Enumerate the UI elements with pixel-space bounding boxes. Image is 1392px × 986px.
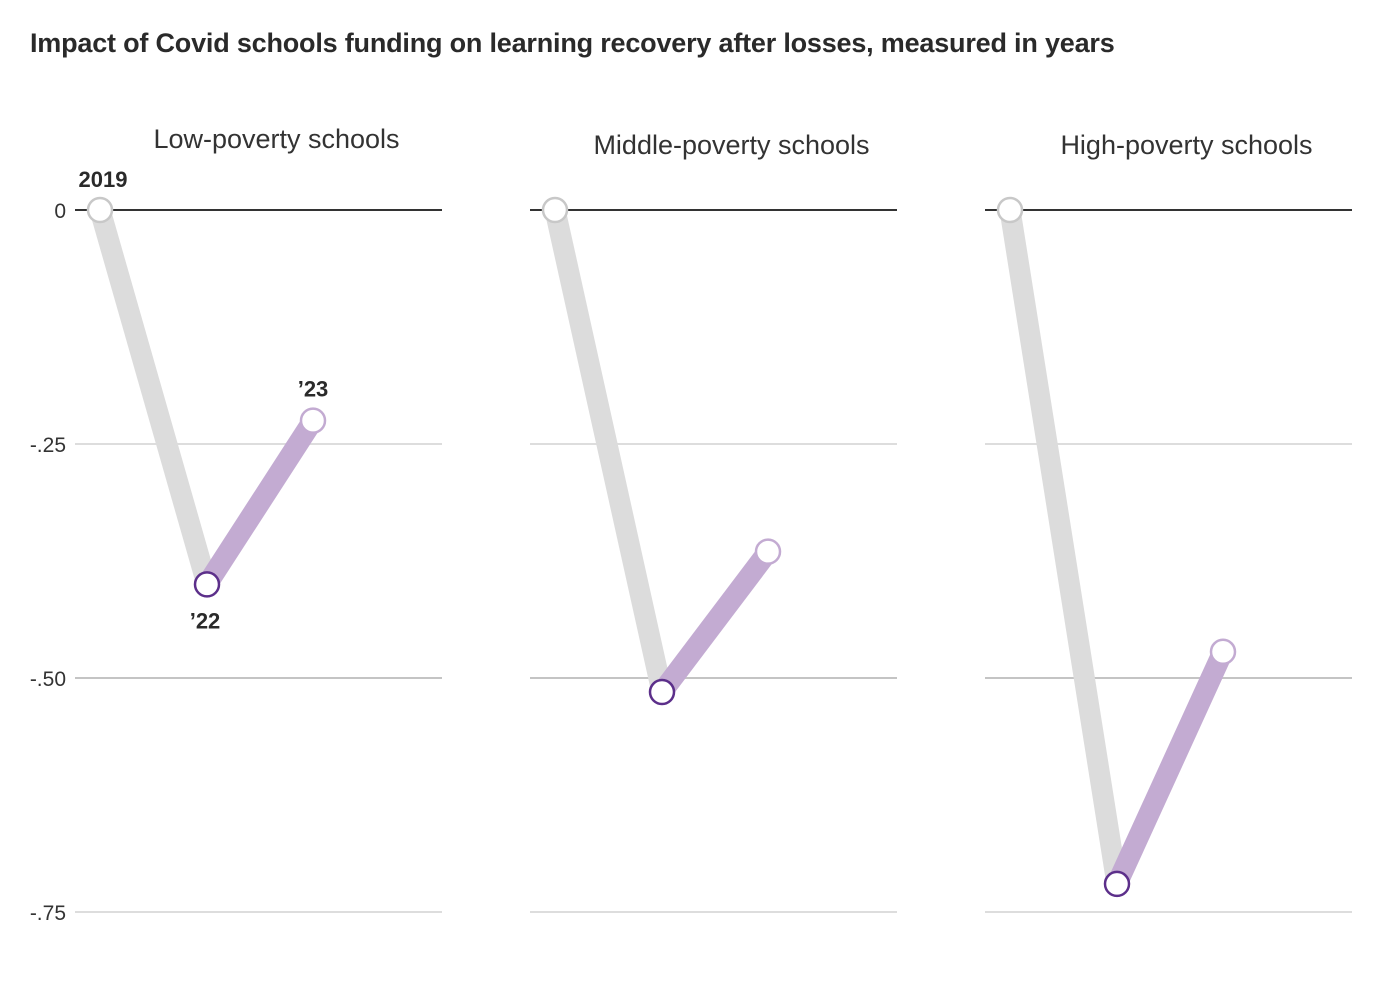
point-2019: [541, 196, 569, 224]
point-2019: [996, 196, 1024, 224]
y-tick-label: -.75: [30, 902, 66, 925]
y-tick-label: -.50: [30, 668, 66, 691]
panel-3: High-poverty schools: [985, 130, 1352, 913]
panel-title: Middle-poverty schools: [593, 130, 869, 160]
panel-title: High-poverty schools: [1060, 130, 1312, 160]
year-label-22: ’22: [190, 608, 221, 633]
point-2023: [299, 407, 327, 434]
point-2019: [86, 196, 114, 224]
point-2022: [648, 678, 676, 706]
point-2023: [754, 538, 782, 565]
year-label-23: ’23: [298, 377, 329, 402]
recovery-segment: [198, 414, 322, 591]
y-tick-label: -.25: [30, 434, 66, 457]
decline-segment: [999, 208, 1128, 886]
point-2023: [1209, 638, 1237, 666]
y-axis: 0 -.25 -.50 -.75: [30, 200, 66, 925]
point-2022: [193, 571, 221, 598]
panel-2: Middle-poverty schools: [530, 130, 897, 913]
year-label-2019: 2019: [79, 167, 128, 192]
recovery-segment: [653, 545, 777, 699]
panel-title: Low-poverty schools: [153, 124, 399, 154]
point-2022: [1103, 870, 1131, 898]
chart-title: Impact of Covid schools funding on learn…: [30, 28, 1115, 58]
recovery-segment: [1107, 647, 1233, 889]
panels: Low-poverty schools 2019 ’22 ’23 Middle-pove…: [75, 124, 1352, 913]
panel-1: Low-poverty schools 2019 ’22 ’23: [75, 124, 442, 913]
decline-segment: [544, 207, 673, 695]
decline-segment: [89, 207, 218, 588]
y-tick-label: 0: [54, 200, 66, 223]
